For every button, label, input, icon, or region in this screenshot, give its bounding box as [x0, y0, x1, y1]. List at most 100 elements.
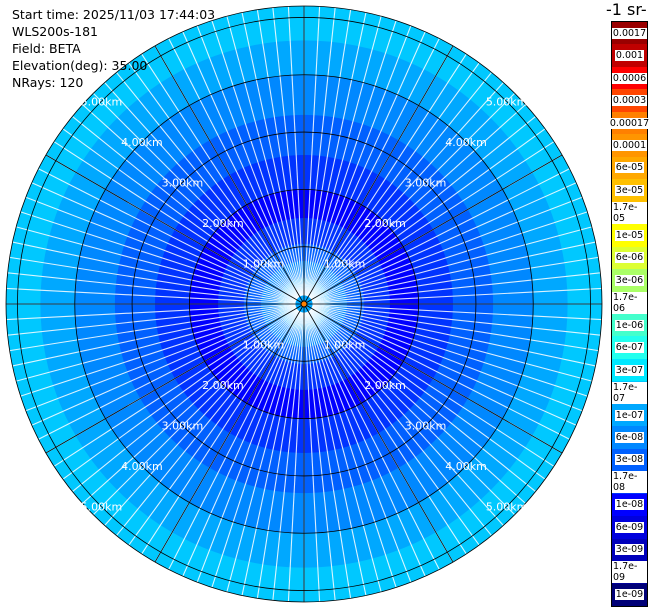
- ray-separator: [306, 311, 426, 577]
- ray-separator: [305, 12, 367, 296]
- colorbar-unit-label: -1 sr-: [606, 0, 647, 19]
- range-ring-label: 5.00km: [486, 501, 528, 514]
- ray-separator: [256, 312, 304, 599]
- ray-separator: [308, 62, 480, 298]
- ray-separator: [256, 9, 304, 296]
- ray-separator: [31, 306, 297, 426]
- ray-separator: [241, 12, 303, 296]
- colorbar-tick-label: 0.0006: [611, 72, 648, 84]
- ray-separator: [9, 256, 296, 304]
- ray-separator: [25, 306, 297, 412]
- ray-separator: [306, 311, 412, 583]
- range-ring-label: 4.00km: [121, 460, 163, 473]
- ray-separator: [311, 182, 577, 302]
- ray-separator: [308, 310, 480, 546]
- ray-separator: [312, 306, 588, 397]
- range-ring-label: 4.00km: [445, 460, 487, 473]
- azimuth-line: [303, 154, 563, 305]
- colorbar-cell: 6e-06: [612, 246, 647, 270]
- ray-separator: [310, 309, 526, 504]
- colorbar-tick-label: 3e-05: [614, 184, 645, 196]
- colorbar-tick-label: 3e-06: [614, 274, 645, 286]
- ray-separator: [311, 168, 570, 301]
- colorbar-cell: 1e-05: [612, 224, 647, 247]
- ray-separator: [312, 211, 588, 302]
- colorbar-cell: 1e-06: [612, 314, 647, 337]
- ray-separator: [310, 308, 546, 480]
- colorbar-cell: 0.0003: [611, 89, 648, 112]
- azimuth-line: [154, 303, 305, 563]
- ray-separator: [306, 20, 397, 296]
- ray-separator: [311, 307, 570, 440]
- colorbar-cell: 1e-07: [612, 403, 647, 427]
- ray-separator: [312, 305, 596, 367]
- ray-separator: [304, 312, 336, 601]
- ray-separator: [104, 310, 299, 526]
- colorbar-tick-label: 1.7e-05: [612, 201, 647, 224]
- ray-separator: [141, 53, 300, 298]
- ray-separator: [306, 25, 412, 297]
- ray-separator: [31, 182, 297, 302]
- range-ring-label: 4.00km: [445, 136, 487, 149]
- colorbar-tick-label: 0.0001: [611, 140, 648, 152]
- origin-marker: [300, 300, 308, 308]
- range-ring-label: 4.00km: [121, 136, 163, 149]
- ray-separator: [92, 92, 299, 299]
- colorbar-cell: 3e-09: [612, 538, 647, 562]
- ray-separator: [168, 38, 301, 297]
- ray-separator: [72, 116, 298, 300]
- ray-separator: [53, 141, 298, 300]
- ray-separator: [308, 53, 467, 298]
- azimuth-line: [303, 45, 454, 305]
- colorbar-cell: 0.0001: [611, 134, 648, 157]
- colorbar-tick-label: 6e-09: [614, 521, 645, 533]
- colorbar-tick-label: 3e-09: [614, 544, 645, 556]
- range-ring-label: 5.00km: [81, 501, 123, 514]
- ray-separator: [7, 304, 296, 336]
- ray-separator: [312, 287, 602, 305]
- ray-separator: [9, 304, 296, 352]
- ray-separator: [82, 104, 298, 299]
- ray-separator: [312, 272, 601, 304]
- ray-separator: [310, 308, 555, 467]
- ray-separator: [308, 310, 467, 555]
- ray-separator: [312, 305, 592, 382]
- range-ring-label: 5.00km: [486, 95, 528, 108]
- ray-separator: [38, 307, 297, 440]
- ray-separator: [92, 309, 299, 516]
- ray-separator: [308, 72, 492, 298]
- colorbar-tick-label: 0.001: [614, 50, 645, 62]
- elevation-label: Elevation(deg): 35.00: [12, 58, 148, 73]
- colorbar-tick-label: 1.7e-07: [612, 381, 647, 404]
- ray-separator: [272, 312, 304, 601]
- ray-separator: [128, 310, 300, 546]
- ray-separator: [305, 312, 367, 596]
- ray-separator: [182, 311, 302, 577]
- ray-separator: [309, 310, 504, 526]
- colorbar-tick-label: 0.0017: [611, 27, 648, 39]
- range-ring-label: 3.00km: [405, 176, 447, 189]
- ray-separator: [309, 82, 504, 298]
- ray-separator: [241, 312, 303, 596]
- ray-separator: [6, 287, 296, 305]
- ray-separator: [16, 305, 296, 382]
- azimuth-line: [303, 303, 454, 563]
- ray-separator: [310, 104, 526, 299]
- ray-separator: [196, 25, 302, 297]
- range-ring-label: 3.00km: [162, 420, 204, 433]
- colorbar-tick-label: 1e-06: [614, 319, 645, 331]
- ray-separator: [16, 226, 296, 303]
- ray-separator: [25, 196, 297, 302]
- ray-separator: [196, 311, 302, 583]
- ray-separator: [62, 308, 298, 480]
- ray-separator: [312, 241, 596, 303]
- colorbar-tick-label: 1e-09: [614, 589, 645, 601]
- ray-separator: [304, 312, 352, 599]
- range-ring-label: 5.00km: [81, 95, 123, 108]
- info-panel: Start time: 2025/11/03 17:44:03 WLS200s-…: [12, 6, 215, 91]
- range-ring-label: 2.00km: [202, 379, 244, 392]
- range-ring-label: 2.00km: [364, 217, 406, 230]
- ray-separator: [226, 16, 303, 296]
- ray-separator: [7, 272, 296, 304]
- range-ring-label: 2.00km: [202, 217, 244, 230]
